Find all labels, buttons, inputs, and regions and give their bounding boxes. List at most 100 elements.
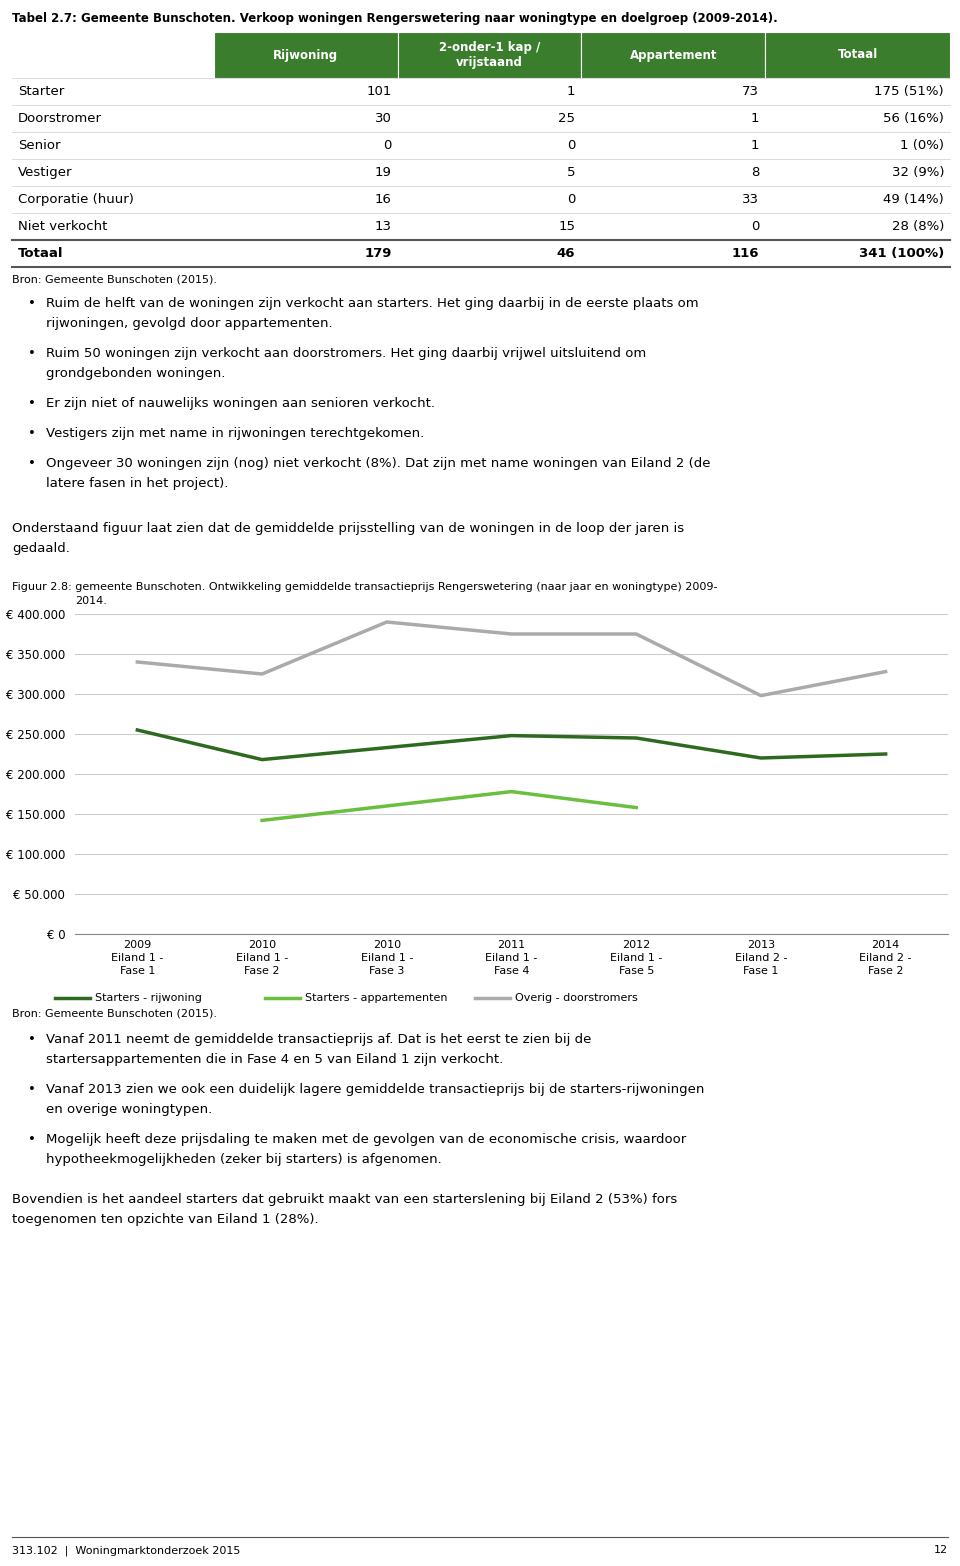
- Bar: [582, 31, 765, 78]
- Text: 2014: 2014: [872, 940, 900, 951]
- Text: toegenomen ten opzichte van Eiland 1 (28%).: toegenomen ten opzichte van Eiland 1 (28…: [12, 1214, 319, 1226]
- Text: 8: 8: [751, 166, 759, 179]
- Text: Vanaf 2013 zien we ook een duidelijk lagere gemiddelde transactieprijs bij de st: Vanaf 2013 zien we ook een duidelijk lag…: [46, 1084, 705, 1096]
- Bar: [214, 31, 397, 78]
- Text: Vanaf 2011 neemt de gemiddelde transactieprijs af. Dat is het eerst te zien bij : Vanaf 2011 neemt de gemiddelde transacti…: [46, 1034, 591, 1046]
- Text: 19: 19: [374, 166, 392, 179]
- Text: Eiland 2 -: Eiland 2 -: [734, 954, 787, 963]
- Text: Starters - appartementen: Starters - appartementen: [305, 993, 447, 1002]
- Text: 116: 116: [732, 247, 759, 260]
- Text: 5: 5: [566, 166, 575, 179]
- Text: 30: 30: [374, 113, 392, 125]
- Text: Starters - rijwoning: Starters - rijwoning: [95, 993, 202, 1002]
- Text: Fase 4: Fase 4: [493, 966, 529, 976]
- Text: 313.102  |  Woningmarktonderzoek 2015: 313.102 | Woningmarktonderzoek 2015: [12, 1546, 240, 1555]
- Text: 49 (14%): 49 (14%): [883, 193, 944, 207]
- Text: Er zijn niet of nauwelijks woningen aan senioren verkocht.: Er zijn niet of nauwelijks woningen aan …: [46, 398, 435, 410]
- Text: Niet verkocht: Niet verkocht: [18, 219, 108, 233]
- Text: Totaal: Totaal: [837, 49, 877, 61]
- Text: Starter: Starter: [18, 85, 64, 99]
- Bar: [765, 31, 950, 78]
- Bar: [397, 31, 582, 78]
- Text: startersappartementen die in Fase 4 en 5 van Eiland 1 zijn verkocht.: startersappartementen die in Fase 4 en 5…: [46, 1052, 503, 1066]
- Text: 2012: 2012: [622, 940, 650, 951]
- Text: 175 (51%): 175 (51%): [875, 85, 944, 99]
- Text: 0: 0: [567, 139, 575, 152]
- Text: Fase 1: Fase 1: [120, 966, 156, 976]
- Text: Vestiger: Vestiger: [18, 166, 73, 179]
- Text: en overige woningtypen.: en overige woningtypen.: [46, 1102, 212, 1117]
- Text: Eiland 1 -: Eiland 1 -: [486, 954, 538, 963]
- Text: 2011: 2011: [497, 940, 525, 951]
- Text: 28 (8%): 28 (8%): [892, 219, 944, 233]
- Text: •: •: [28, 1034, 36, 1046]
- Text: 2013: 2013: [747, 940, 775, 951]
- Text: gedaald.: gedaald.: [12, 542, 70, 554]
- Text: 1: 1: [566, 85, 575, 99]
- Text: Rijwoning: Rijwoning: [273, 49, 338, 61]
- Text: Bron: Gemeente Bunschoten (2015).: Bron: Gemeente Bunschoten (2015).: [12, 1009, 217, 1019]
- Text: 2014.: 2014.: [75, 597, 107, 606]
- Text: •: •: [28, 398, 36, 410]
- Text: Onderstaand figuur laat zien dat de gemiddelde prijsstelling van de woningen in : Onderstaand figuur laat zien dat de gemi…: [12, 521, 684, 536]
- Text: Tabel 2.7: Gemeente Bunschoten. Verkoop woningen Rengerswetering naar woningtype: Tabel 2.7: Gemeente Bunschoten. Verkoop …: [12, 13, 778, 25]
- Text: 13: 13: [374, 219, 392, 233]
- Text: Fase 2: Fase 2: [245, 966, 279, 976]
- Text: 12: 12: [934, 1546, 948, 1555]
- Text: 25: 25: [559, 113, 575, 125]
- Text: 1 (0%): 1 (0%): [900, 139, 944, 152]
- Text: 1: 1: [751, 139, 759, 152]
- Text: Ruim 50 woningen zijn verkocht aan doorstromers. Het ging daarbij vrijwel uitslu: Ruim 50 woningen zijn verkocht aan doors…: [46, 348, 646, 360]
- Text: 33: 33: [742, 193, 759, 207]
- Text: 341 (100%): 341 (100%): [859, 247, 944, 260]
- Text: Overig - doorstromers: Overig - doorstromers: [515, 993, 637, 1002]
- Text: Vestigers zijn met name in rijwoningen terechtgekomen.: Vestigers zijn met name in rijwoningen t…: [46, 428, 424, 440]
- Text: •: •: [28, 428, 36, 440]
- Text: 32 (9%): 32 (9%): [892, 166, 944, 179]
- Text: 101: 101: [366, 85, 392, 99]
- Text: Mogelijk heeft deze prijsdaling te maken met de gevolgen van de economische cris: Mogelijk heeft deze prijsdaling te maken…: [46, 1132, 686, 1146]
- Text: rijwoningen, gevolgd door appartementen.: rijwoningen, gevolgd door appartementen.: [46, 316, 332, 330]
- Text: 2010: 2010: [248, 940, 276, 951]
- Text: 0: 0: [383, 139, 392, 152]
- Text: Fase 5: Fase 5: [618, 966, 654, 976]
- Text: •: •: [28, 1084, 36, 1096]
- Text: Eiland 1 -: Eiland 1 -: [610, 954, 662, 963]
- Text: •: •: [28, 348, 36, 360]
- Text: Ruim de helft van de woningen zijn verkocht aan starters. Het ging daarbij in de: Ruim de helft van de woningen zijn verko…: [46, 298, 699, 310]
- Text: 56 (16%): 56 (16%): [883, 113, 944, 125]
- Text: hypotheekmogelijkheden (zeker bij starters) is afgenomen.: hypotheekmogelijkheden (zeker bij starte…: [46, 1153, 442, 1167]
- Text: latere fasen in het project).: latere fasen in het project).: [46, 478, 228, 490]
- Text: 2009: 2009: [123, 940, 152, 951]
- Text: 16: 16: [374, 193, 392, 207]
- Text: 179: 179: [364, 247, 392, 260]
- Text: Fase 1: Fase 1: [743, 966, 779, 976]
- Text: 0: 0: [567, 193, 575, 207]
- Text: 46: 46: [557, 247, 575, 260]
- Text: Figuur 2.8: gemeente Bunschoten. Ontwikkeling gemiddelde transactieprijs Rengers: Figuur 2.8: gemeente Bunschoten. Ontwikk…: [12, 583, 717, 592]
- Text: Bron: Gemeente Bunschoten (2015).: Bron: Gemeente Bunschoten (2015).: [12, 276, 217, 285]
- Text: Bovendien is het aandeel starters dat gebruikt maakt van een starterslening bij : Bovendien is het aandeel starters dat ge…: [12, 1193, 677, 1206]
- Text: Eiland 1 -: Eiland 1 -: [111, 954, 163, 963]
- Text: •: •: [28, 1132, 36, 1146]
- Text: Senior: Senior: [18, 139, 60, 152]
- Text: Eiland 1 -: Eiland 1 -: [236, 954, 288, 963]
- Text: •: •: [28, 457, 36, 470]
- Text: Corporatie (huur): Corporatie (huur): [18, 193, 133, 207]
- Text: 2010: 2010: [372, 940, 401, 951]
- Text: Fase 3: Fase 3: [369, 966, 404, 976]
- Text: Fase 2: Fase 2: [868, 966, 903, 976]
- Text: Ongeveer 30 woningen zijn (nog) niet verkocht (8%). Dat zijn met name woningen v: Ongeveer 30 woningen zijn (nog) niet ver…: [46, 457, 710, 470]
- Text: 2-onder-1 kap /
vrijstaand: 2-onder-1 kap / vrijstaand: [439, 41, 540, 69]
- Text: grondgebonden woningen.: grondgebonden woningen.: [46, 366, 226, 381]
- Text: Totaal: Totaal: [18, 247, 63, 260]
- Text: •: •: [28, 298, 36, 310]
- Text: Eiland 2 -: Eiland 2 -: [859, 954, 912, 963]
- Text: Doorstromer: Doorstromer: [18, 113, 102, 125]
- Text: 0: 0: [751, 219, 759, 233]
- Text: 73: 73: [742, 85, 759, 99]
- Text: 1: 1: [751, 113, 759, 125]
- Text: Appartement: Appartement: [630, 49, 717, 61]
- Text: Eiland 1 -: Eiland 1 -: [361, 954, 413, 963]
- Text: 15: 15: [559, 219, 575, 233]
